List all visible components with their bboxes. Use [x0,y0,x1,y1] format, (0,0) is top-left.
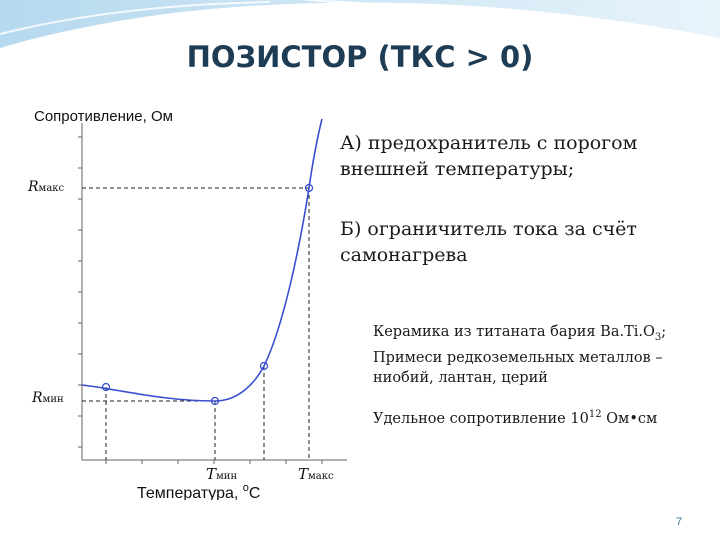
header-wave-decoration [0,0,720,62]
y-axis-label: Сопротивление, Ом [34,108,173,125]
resistance-temperature-diagram: Сопротивление, Ом Rмакс Rмин Tмин Tмакс … [27,108,347,500]
t-max-label: Tмакс [298,465,334,483]
curve-point-start [101,382,111,392]
ceramics-text: Керамика из титаната бария Ba.Ti.O3; При… [373,322,713,388]
slide-title: ПОЗИСТОР (ТКС > 0) [186,40,534,74]
x-axis-ticks [105,460,323,464]
point-a-text: А) предохранитель с порогом внешней темп… [340,132,638,180]
r-min-label: Rмин [31,390,64,406]
curve-point-rmax [304,183,314,193]
resistivity-text: Удельное сопротивление 1012 Ом•см [373,409,658,427]
y-axis-ticks [78,136,82,448]
ceramics-line1: Керамика из титаната бария Ba.Ti.O3; [373,324,667,343]
page-number: 7 [676,516,683,528]
curve-point-mid [259,361,269,371]
t-min-label: Tмин [206,465,237,483]
curve-point-rmin [210,396,220,406]
point-b-text: Б) ограничитель тока за счёт самонагрева [340,218,637,266]
ptc-resistance-curve [81,118,323,402]
guide-lines [82,187,310,460]
x-axis-label: Температура, oC [137,482,260,500]
ceramics-line2: Примеси редкоземельных металлов – ниобий… [373,349,663,386]
r-max-label: Rмакс [27,179,65,195]
